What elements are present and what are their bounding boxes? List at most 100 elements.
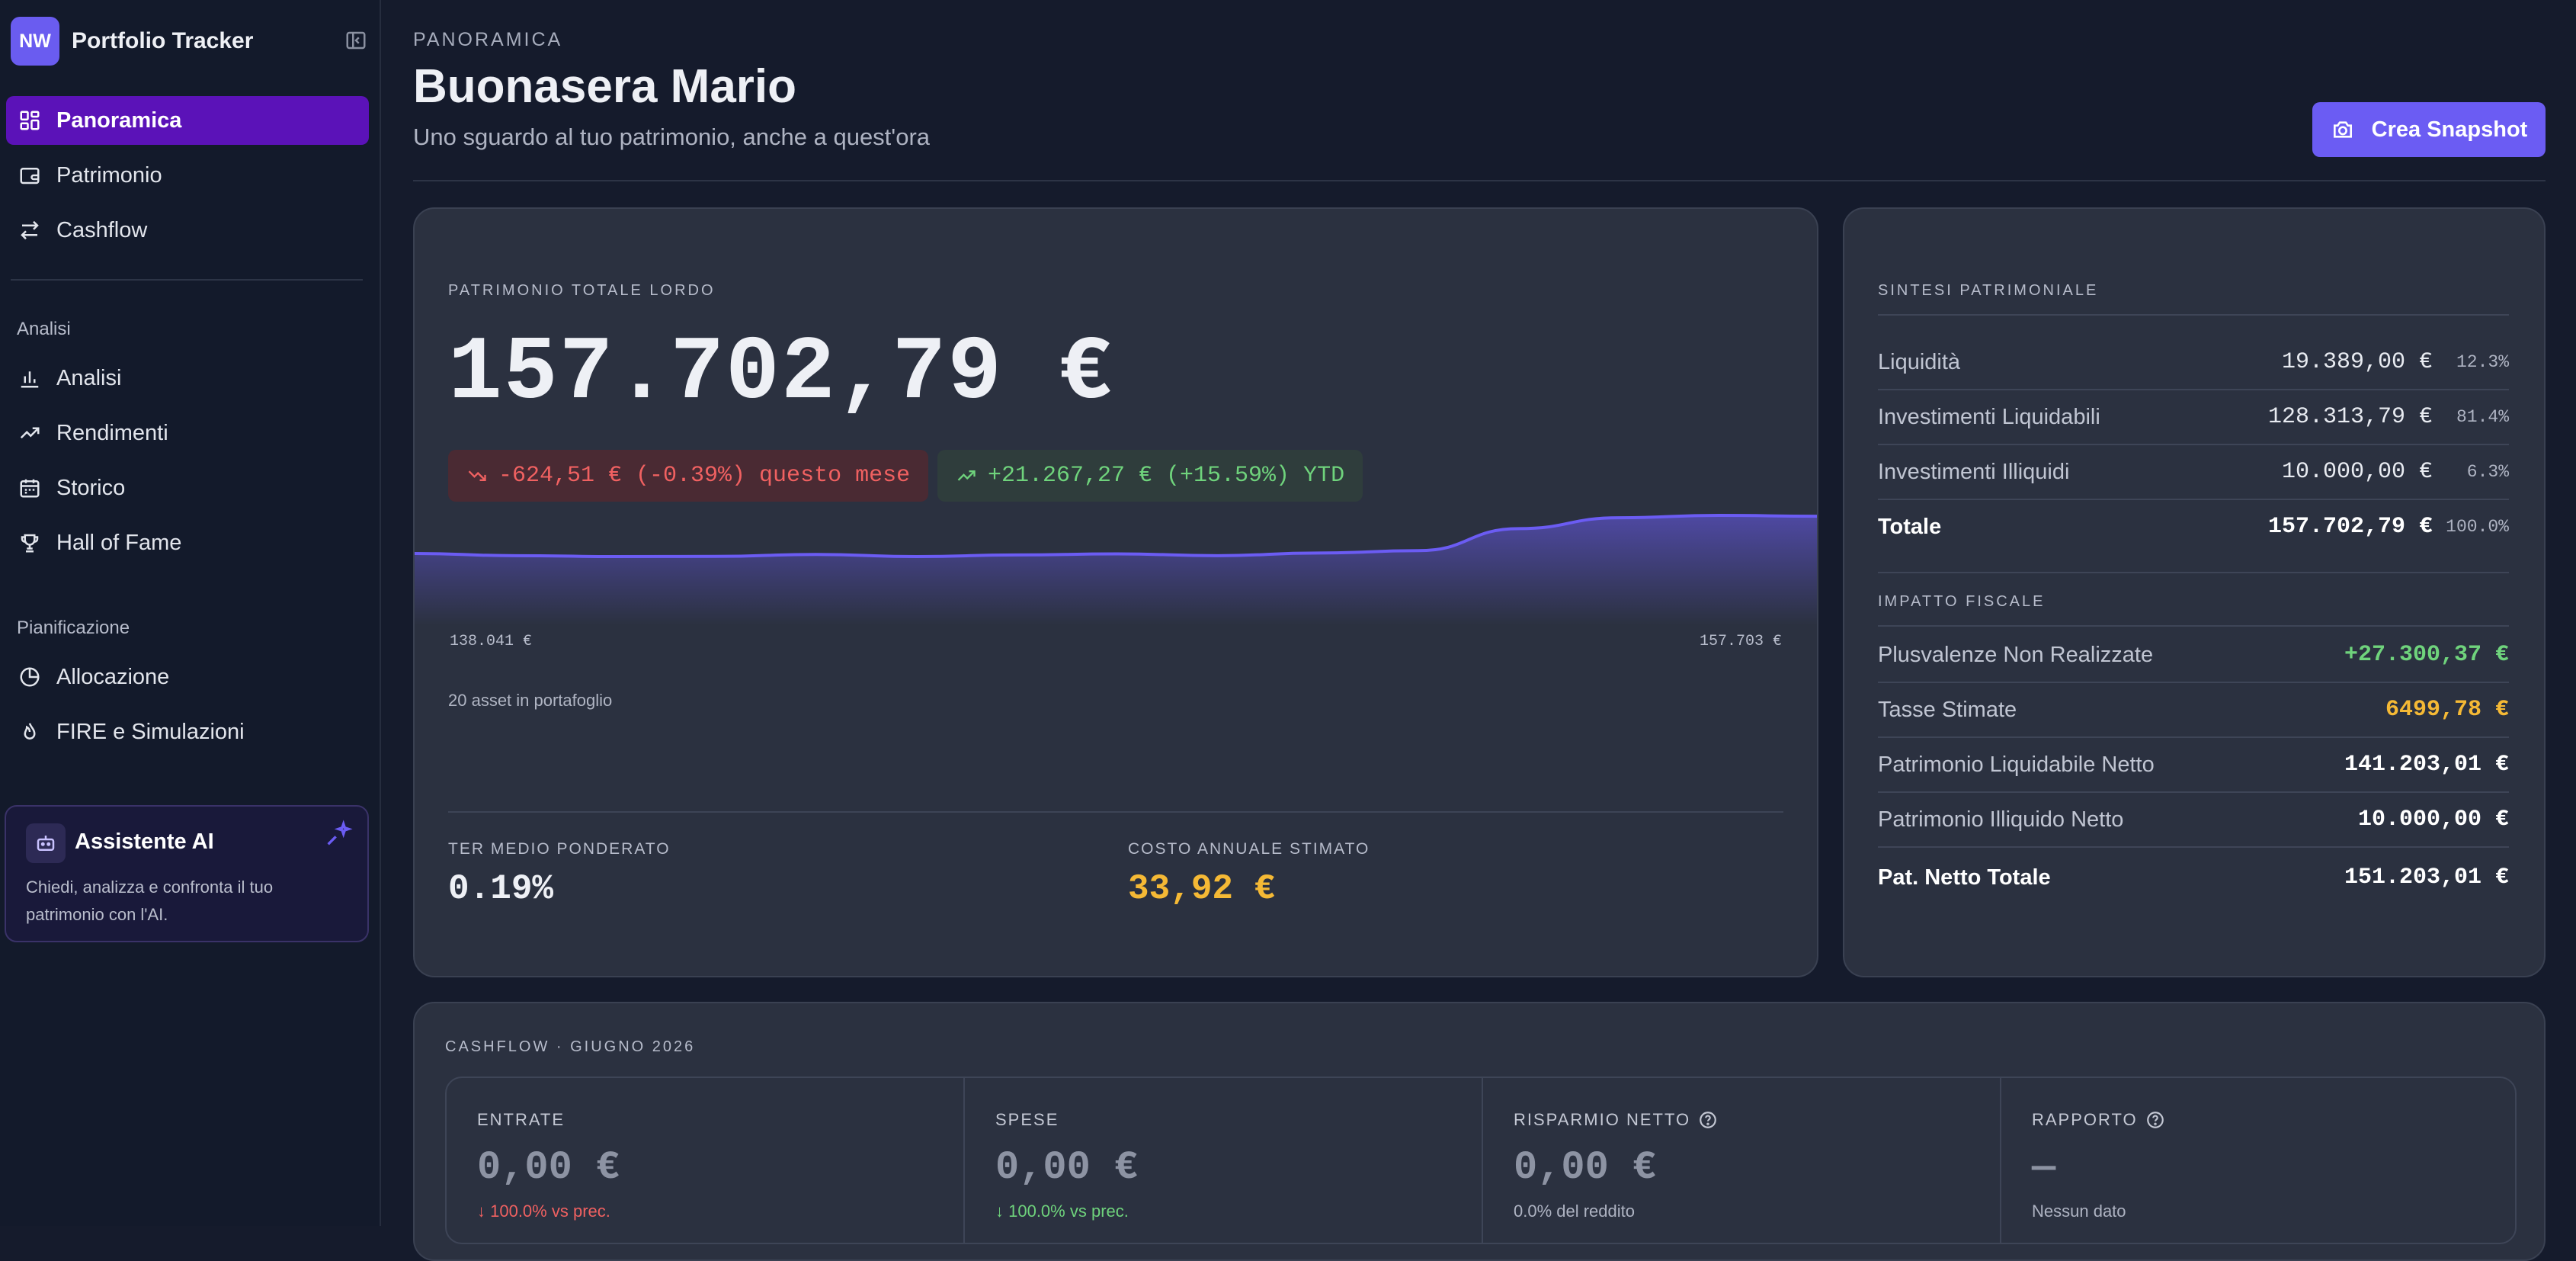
nav-analysis: Analisi Rendimenti Storico Hall of Fame [6,354,369,573]
sidebar-item-label: Storico [56,475,126,500]
page-subtitle: Uno sguardo al tuo patrimonio, anche a q… [413,124,931,150]
sidebar-item-label: Allocazione [56,664,170,689]
sidebar-item-cashflow[interactable]: Cashflow [6,206,369,255]
stat-label: RAPPORTO [2032,1110,2138,1129]
row-value: 6499,78 € [2385,697,2509,723]
sidebar-item-label: Analisi [56,365,122,390]
row-divider [1878,499,2509,500]
arrows-exchange-icon [21,220,39,240]
create-snapshot-button[interactable]: Crea Snapshot [2312,102,2546,157]
section-divider [1878,572,2509,573]
sidebar-item-rendimenti[interactable]: Rendimenti [6,409,369,457]
row-value: 19.389,00 € [2281,349,2433,375]
row-label: Tasse Stimate [1878,697,2017,722]
stat-delta: ↓ 100.0% vs prec. [477,1202,610,1221]
summary-row-totale: Totale 157.702,79 € 100.0% [1878,500,2509,553]
row-divider [1878,682,2509,683]
cashflow-card: CASHFLOW · GIUGNO 2026 ENTRATE 0,00 € ↓ … [413,1002,2546,1261]
help-circle-icon[interactable] [1698,1110,1718,1130]
wallet-icon [20,168,40,184]
app-name: Portfolio Tracker [72,28,254,53]
tax-row-netto-totale: Pat. Netto Totale 151.203,01 € [1878,851,2509,904]
row-label: Pat. Netto Totale [1878,865,2051,890]
cashflow-stats: ENTRATE 0,00 € ↓ 100.0% vs prec. SPESE 0… [445,1077,2517,1244]
sparkline-area [415,515,1817,625]
row-label: Investimenti Illiquidi [1878,459,2070,484]
net-worth-label: PATRIMONIO TOTALE LORDO [448,282,716,299]
stat-label: SPESE [995,1110,1059,1129]
camera-icon [2333,121,2352,138]
month-change-badge: -624,51 € (-0.39%) questo mese [448,450,929,502]
sidebar-item-panoramica[interactable]: Panoramica [6,96,369,145]
sidebar-item-storico[interactable]: Storico [6,464,369,512]
cashflow-risparmio: RISPARMIO NETTO 0,00 € 0.0% del reddito [1483,1078,2001,1243]
pie-chart-icon [20,667,40,687]
row-value: 151.203,01 € [2344,865,2509,890]
section-label-analisi: Analisi [17,319,71,339]
tax-title: IMPATTO FISCALE [1878,593,2046,610]
row-label: Patrimonio Illiquido Netto [1878,807,2124,832]
ytd-change-badge: +21.267,27 € (+15.59%) YTD [937,450,1363,502]
sidebar-item-analisi[interactable]: Analisi [6,354,369,403]
net-worth-card: PATRIMONIO TOTALE LORDO 157.702,79 € -62… [413,207,1818,977]
row-label: Totale [1878,514,1942,539]
asset-count: 20 asset in portafoglio [448,691,613,710]
tax-row-liquidabile-netto: Patrimonio Liquidabile Netto 141.203,01 … [1878,738,2509,791]
row-label: Patrimonio Liquidabile Netto [1878,752,2155,777]
stat-value: — [2032,1145,2056,1190]
cashflow-title: CASHFLOW · GIUGNO 2026 [445,1038,696,1055]
page-eyebrow: PANORAMICA [413,29,563,50]
row-value: 10.000,00 € [2357,807,2509,833]
sidebar-item-patrimonio[interactable]: Patrimonio [6,151,369,200]
sidebar-item-allocazione[interactable]: Allocazione [6,653,369,701]
cashflow-rapporto: RAPPORTO — Nessun dato [2001,1078,2515,1243]
summary-divider [1878,314,2509,316]
sidebar-item-hall-of-fame[interactable]: Hall of Fame [6,518,369,567]
stat-label: RISPARMIO NETTO [1514,1110,1691,1129]
page-title: Buonasera Mario [413,60,797,113]
row-label: Investimenti Liquidabili [1878,404,2100,429]
stat-delta: 0.0% del reddito [1514,1202,1635,1221]
month-change-text: -624,51 € (-0.39%) questo mese [498,463,911,489]
tax-row-plusvalenze: Plusvalenze Non Realizzate +27.300,37 € [1878,628,2509,682]
ytd-change-text: +21.267,27 € (+15.59%) YTD [988,463,1345,489]
app-avatar: NW [11,17,59,66]
row-divider [1878,736,2509,738]
stat-label: ENTRATE [477,1110,566,1129]
row-value: +27.300,37 € [2344,642,2509,668]
sidebar-item-fire[interactable]: FIRE e Simulazioni [6,708,369,756]
sidebar-item-label: Panoramica [56,107,182,133]
card-divider [448,811,1783,813]
stat-delta: ↓ 100.0% vs prec. [995,1202,1129,1221]
row-value: 128.313,79 € [2267,404,2433,430]
sidebar-divider [11,279,363,281]
tax-divider [1878,625,2509,627]
row-percent: 12.3% [2456,352,2509,372]
row-divider [1878,444,2509,445]
trending-down-icon [468,470,486,481]
tax-row-illiquido-netto: Patrimonio Illiquido Netto 10.000,00 € [1878,793,2509,846]
sidebar-collapse-icon[interactable] [344,29,367,52]
row-value: 141.203,01 € [2344,752,2509,778]
summary-row-investimenti-liquidabili: Investimenti Liquidabili 128.313,79 € 81… [1878,390,2509,444]
ter-label: TER MEDIO PONDERATO [448,840,671,858]
section-label-pianificazione: Pianificazione [17,618,130,638]
calendar-icon [20,479,40,498]
dashboard-grid-icon [20,111,40,130]
stat-label-wrap: RAPPORTO [2032,1110,2165,1130]
sidebar-item-label: Patrimonio [56,162,162,188]
brand[interactable]: NW Portfolio Tracker [11,17,369,66]
row-percent: 81.4% [2456,407,2509,427]
asset-summary-card: SINTESI PATRIMONIALE Liquidità 19.389,00… [1843,207,2546,977]
flame-icon [24,723,36,740]
ai-assistant-card[interactable]: Assistente AI Chiedi, analizza e confron… [5,805,369,942]
row-value: 10.000,00 € [2281,459,2433,485]
row-label: Liquidità [1878,349,1961,374]
trophy-icon [21,534,39,553]
sidebar-item-label: Rendimenti [56,420,168,445]
robot-icon [26,823,66,863]
summary-row-investimenti-illiquidi: Investimenti Illiquidi 10.000,00 € 6.3% [1878,445,2509,499]
ter-value: 0.19% [448,869,554,909]
help-circle-icon[interactable] [2145,1110,2165,1130]
summary-title: SINTESI PATRIMONIALE [1878,282,2099,299]
